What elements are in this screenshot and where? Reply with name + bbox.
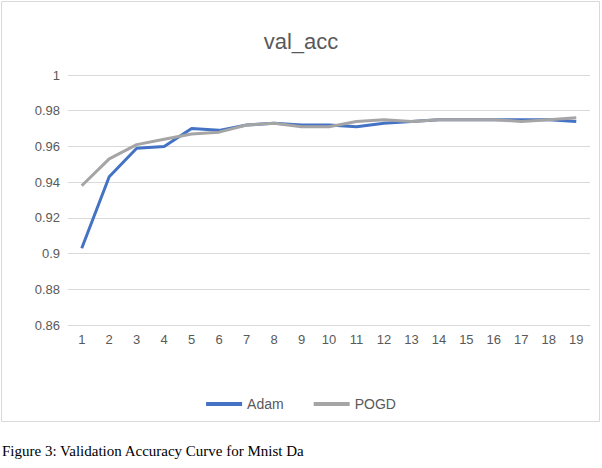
svg-text:0.98: 0.98 xyxy=(35,103,60,118)
svg-text:Adam: Adam xyxy=(247,396,284,412)
svg-text:10: 10 xyxy=(322,332,336,347)
svg-text:7: 7 xyxy=(243,332,250,347)
svg-text:15: 15 xyxy=(459,332,473,347)
svg-text:11: 11 xyxy=(350,332,364,347)
svg-text:17: 17 xyxy=(514,332,528,347)
svg-text:9: 9 xyxy=(298,332,305,347)
svg-text:0.88: 0.88 xyxy=(35,282,60,297)
svg-text:4: 4 xyxy=(161,332,168,347)
svg-text:18: 18 xyxy=(542,332,556,347)
svg-text:Figure 3: Validation Accuracy: Figure 3: Validation Accuracy Curve for … xyxy=(2,443,304,459)
svg-text:8: 8 xyxy=(270,332,277,347)
svg-text:12: 12 xyxy=(377,332,391,347)
svg-text:19: 19 xyxy=(569,332,583,347)
svg-text:1: 1 xyxy=(53,68,60,83)
svg-text:6: 6 xyxy=(215,332,222,347)
svg-text:5: 5 xyxy=(188,332,195,347)
svg-text:0.94: 0.94 xyxy=(35,175,60,190)
svg-text:16: 16 xyxy=(487,332,501,347)
svg-text:3: 3 xyxy=(133,332,140,347)
svg-text:0.9: 0.9 xyxy=(42,246,60,261)
svg-text:val_acc: val_acc xyxy=(264,29,339,54)
svg-text:14: 14 xyxy=(432,332,446,347)
svg-text:0.96: 0.96 xyxy=(35,139,60,154)
svg-text:0.86: 0.86 xyxy=(35,318,60,333)
svg-text:POGD: POGD xyxy=(355,396,396,412)
svg-text:13: 13 xyxy=(404,332,418,347)
svg-text:1: 1 xyxy=(78,332,85,347)
svg-text:0.92: 0.92 xyxy=(35,210,60,225)
svg-text:2: 2 xyxy=(106,332,113,347)
